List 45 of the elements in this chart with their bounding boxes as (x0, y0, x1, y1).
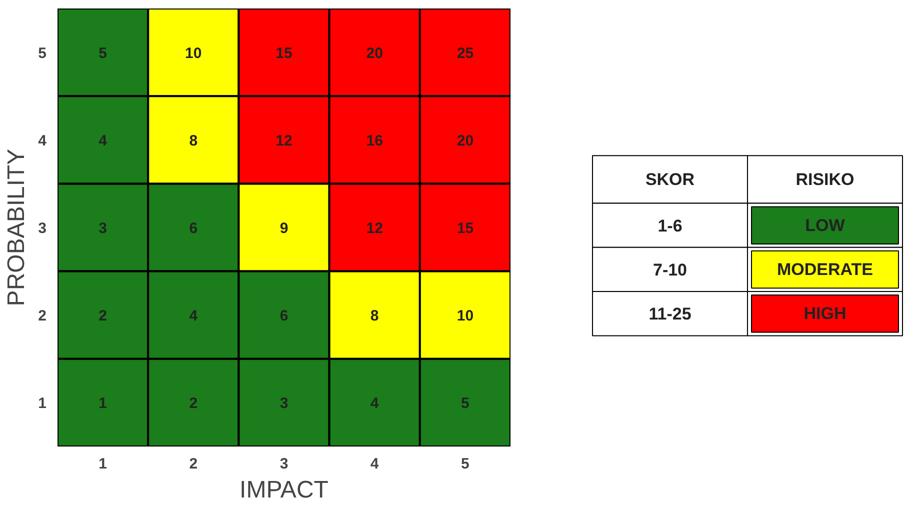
x-tick-label: 5 (461, 456, 470, 472)
text: 11-25 (648, 304, 692, 324)
text: LOW (805, 216, 846, 235)
data-label: 8 (189, 132, 198, 150)
data-label: 2 (98, 308, 107, 325)
text: HIGH (804, 304, 846, 324)
data-label: 12 (366, 220, 383, 237)
data-label: 4 (98, 132, 108, 150)
data-label: 3 (280, 395, 288, 412)
data-label: 5 (98, 44, 107, 62)
data-label: 6 (280, 308, 288, 325)
x-tick-label: 3 (280, 456, 288, 472)
x-tick-label: 1 (98, 456, 107, 472)
text: SKOR (645, 170, 695, 189)
data-label: 4 (189, 308, 198, 325)
data-label: 8 (370, 308, 379, 325)
data-label: 10 (456, 308, 474, 325)
y-tick-label: 4 (38, 132, 48, 150)
data-label: 16 (366, 132, 383, 150)
data-label: 1 (98, 395, 107, 412)
text: 7-10 (652, 260, 688, 280)
text: MODERATE (776, 260, 874, 279)
data-label: 10 (185, 44, 202, 62)
x-tick-label: 4 (370, 456, 380, 472)
text: RISIKO (796, 170, 854, 189)
data-label: 9 (280, 220, 288, 237)
data-label: 20 (366, 44, 383, 62)
data-label: 2 (189, 395, 198, 412)
x-tick-label: 2 (189, 456, 198, 472)
y-tick-label: 2 (38, 308, 46, 325)
data-label: 25 (456, 44, 474, 62)
data-label: 15 (456, 220, 474, 237)
text: 1-6 (658, 216, 682, 236)
data-label: 6 (189, 220, 198, 237)
data-label: 12 (276, 132, 292, 150)
data-label: 15 (276, 44, 292, 62)
y-tick-label: 1 (38, 395, 46, 412)
x-axis-title: IMPACT (240, 476, 329, 504)
data-label: 4 (370, 395, 380, 412)
data-label: 5 (461, 395, 470, 412)
y-tick-label: 3 (38, 220, 46, 237)
data-label: 3 (98, 220, 107, 237)
data-label: 20 (456, 132, 474, 150)
y-tick-label: 5 (38, 44, 46, 62)
y-axis-title: PROBABILITY (3, 148, 30, 306)
